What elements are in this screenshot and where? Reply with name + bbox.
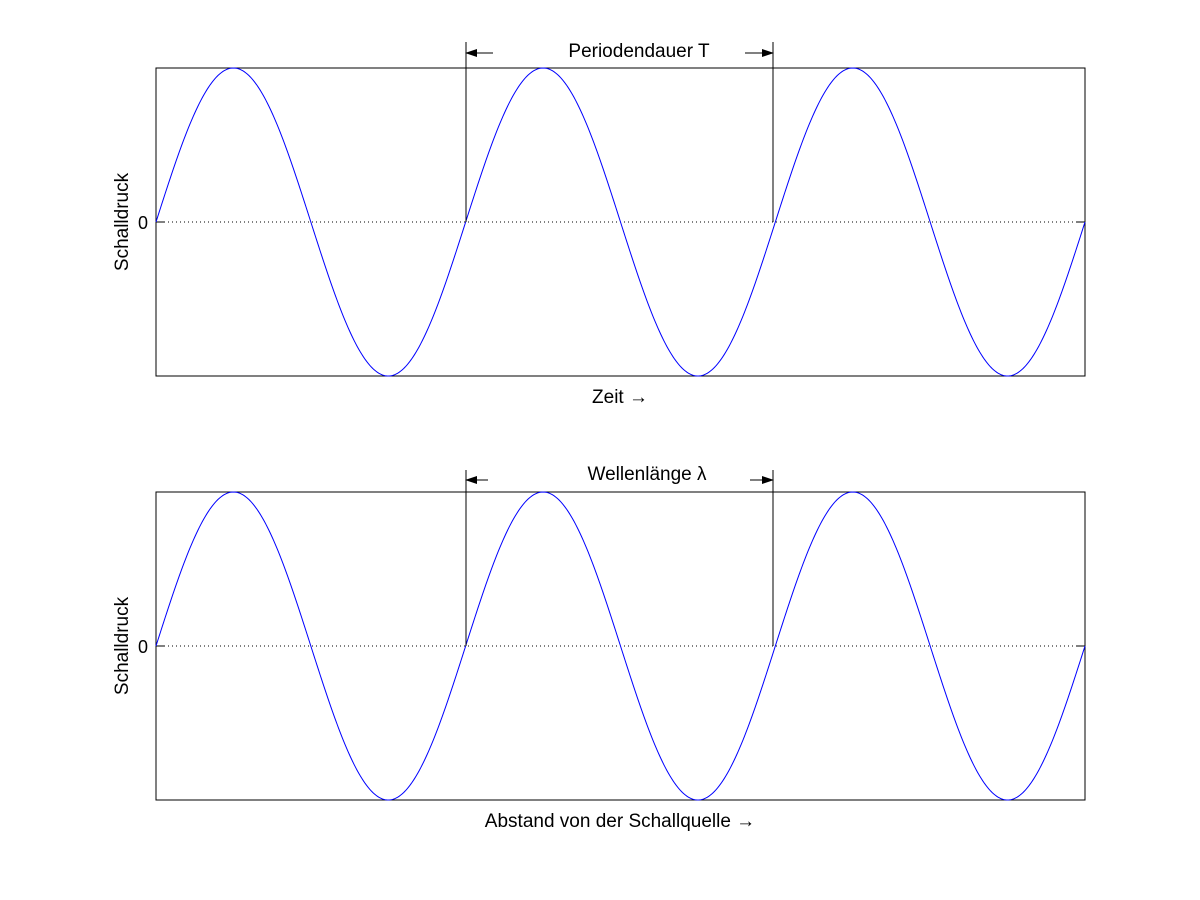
x-axis-label: Abstand von der Schallquelle → — [485, 811, 755, 832]
y-axis-label: Schalldruck — [112, 172, 133, 271]
chart-distance: 0 Schalldruck Abstand von der Schallquel… — [112, 464, 1086, 832]
x-axis-label: Zeit → — [592, 387, 648, 408]
wave-series — [155, 67, 1086, 377]
y-tick-label: 0 — [138, 213, 148, 233]
chart-time: 0 Schalldruck Zeit → Periodendauer T — [112, 41, 1086, 408]
y-axis-label: Schalldruck — [112, 596, 133, 695]
wave-series — [155, 491, 1086, 801]
wavelength-annotation: Wellenlänge λ — [465, 464, 774, 646]
period-label: Periodendauer T — [568, 41, 710, 62]
y-tick-label: 0 — [138, 637, 148, 657]
period-annotation: Periodendauer T — [465, 41, 774, 222]
wavelength-label: Wellenlänge λ — [587, 464, 707, 485]
